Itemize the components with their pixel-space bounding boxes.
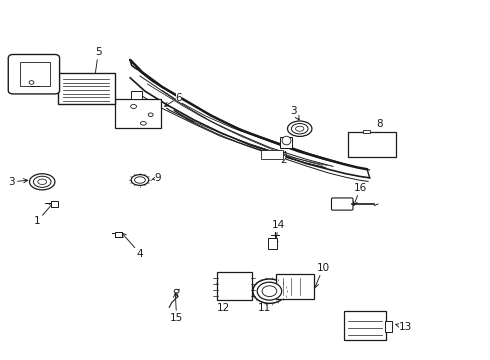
FancyBboxPatch shape [58,73,115,104]
Ellipse shape [288,121,312,136]
FancyBboxPatch shape [8,54,60,94]
FancyBboxPatch shape [363,130,370,133]
Text: 5: 5 [90,47,102,99]
Ellipse shape [131,104,137,108]
Text: 6: 6 [165,93,182,106]
Ellipse shape [282,136,291,145]
Ellipse shape [174,289,179,293]
Ellipse shape [148,113,153,117]
Text: 10: 10 [315,263,330,288]
Ellipse shape [262,286,277,297]
Text: 4: 4 [122,233,143,258]
Ellipse shape [33,176,51,187]
FancyBboxPatch shape [276,274,315,299]
Text: 9: 9 [152,173,161,183]
Text: 3: 3 [8,177,28,187]
FancyBboxPatch shape [217,272,252,300]
Text: 15: 15 [170,293,183,323]
Ellipse shape [29,174,55,190]
Text: 7: 7 [6,58,13,72]
FancyBboxPatch shape [21,62,50,86]
Ellipse shape [131,175,149,185]
FancyBboxPatch shape [269,238,277,249]
Text: 13: 13 [395,322,412,332]
FancyBboxPatch shape [115,99,161,128]
FancyBboxPatch shape [115,231,122,237]
Text: 14: 14 [271,220,285,245]
Text: 1: 1 [34,203,53,226]
Ellipse shape [292,123,308,134]
FancyBboxPatch shape [50,201,58,207]
Text: 8: 8 [372,120,383,153]
FancyBboxPatch shape [331,198,353,210]
FancyBboxPatch shape [343,311,386,340]
Text: 12: 12 [217,280,230,313]
Ellipse shape [295,126,304,131]
Text: 11: 11 [258,282,271,313]
Text: 3: 3 [291,106,299,120]
Ellipse shape [135,177,146,183]
Ellipse shape [253,279,286,303]
FancyBboxPatch shape [261,150,283,159]
FancyBboxPatch shape [385,321,392,332]
FancyBboxPatch shape [280,137,293,148]
Text: 16: 16 [353,183,367,206]
Text: 2: 2 [280,151,287,165]
FancyBboxPatch shape [348,132,396,157]
FancyBboxPatch shape [131,91,142,99]
Ellipse shape [38,179,47,184]
Ellipse shape [257,282,282,300]
Ellipse shape [141,122,147,125]
Ellipse shape [29,81,34,84]
